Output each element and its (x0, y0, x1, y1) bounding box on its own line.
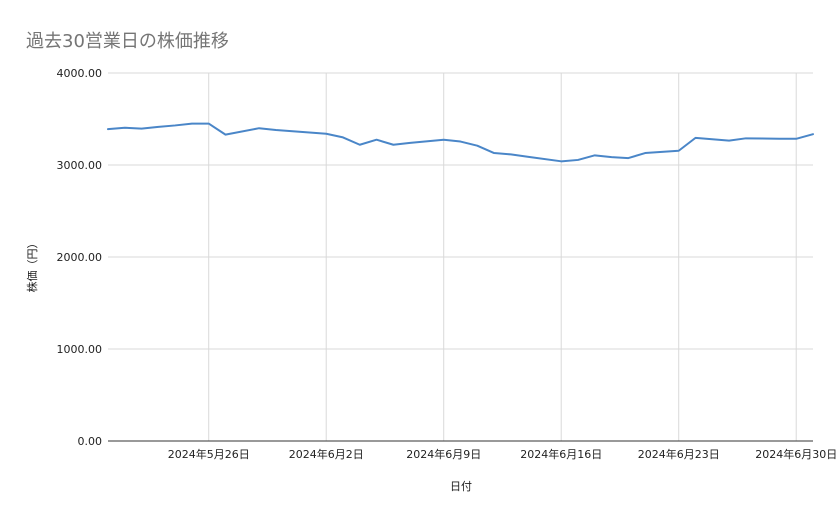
data-point (711, 138, 713, 140)
data-point (560, 160, 562, 162)
data-point (443, 139, 445, 141)
data-point (778, 138, 780, 140)
data-point (275, 129, 277, 131)
series-layer (107, 122, 814, 163)
tick-labels: 4000.00 3000.00 2000.00 1000.00 0.00 2024年5月2… (57, 67, 838, 461)
data-point (510, 153, 512, 155)
y-tick-label: 0.00 (78, 435, 103, 448)
x-tick-label: 2024年6月2日 (289, 447, 364, 461)
data-point (157, 126, 159, 128)
data-point (342, 136, 344, 138)
x-tick-label: 2024年6月16日 (520, 447, 602, 461)
data-point (527, 156, 529, 158)
y-tick-label: 1000.00 (57, 343, 103, 356)
data-point (812, 133, 814, 135)
x-axis-title: 日付 (450, 480, 472, 493)
data-point (695, 137, 697, 139)
data-point (678, 150, 680, 152)
data-point (191, 123, 193, 125)
data-point (409, 142, 411, 144)
x-tick-label: 2024年6月9日 (406, 447, 481, 461)
data-point (627, 157, 629, 159)
x-tick-label: 2024年6月30日 (755, 447, 837, 461)
data-point (611, 156, 613, 158)
chart-title: 過去30営業日の株価推移 (26, 31, 229, 52)
data-point (208, 123, 210, 125)
data-point (460, 141, 462, 143)
data-point (493, 152, 495, 154)
data-point (728, 140, 730, 142)
data-point (141, 128, 143, 130)
data-point (594, 154, 596, 156)
gridlines (108, 72, 813, 441)
y-tick-label: 4000.00 (57, 67, 103, 80)
x-tick-label: 2024年5月26日 (168, 447, 250, 461)
data-point (745, 137, 747, 139)
data-point (476, 145, 478, 147)
y-tick-label: 3000.00 (57, 159, 103, 172)
y-tick-label: 2000.00 (57, 251, 103, 264)
data-point (174, 124, 176, 126)
x-tick-label: 2024年6月23日 (638, 447, 720, 461)
data-point (258, 127, 260, 129)
data-point (644, 152, 646, 154)
data-point (107, 128, 109, 130)
data-point (577, 159, 579, 161)
data-point (359, 144, 361, 146)
y-axis-title: 株価（円） (25, 238, 39, 293)
data-point (392, 144, 394, 146)
series-line (107, 122, 814, 163)
data-point (225, 134, 227, 136)
data-point (376, 139, 378, 141)
data-point (325, 133, 327, 135)
data-point (124, 127, 126, 129)
data-point (795, 138, 797, 140)
